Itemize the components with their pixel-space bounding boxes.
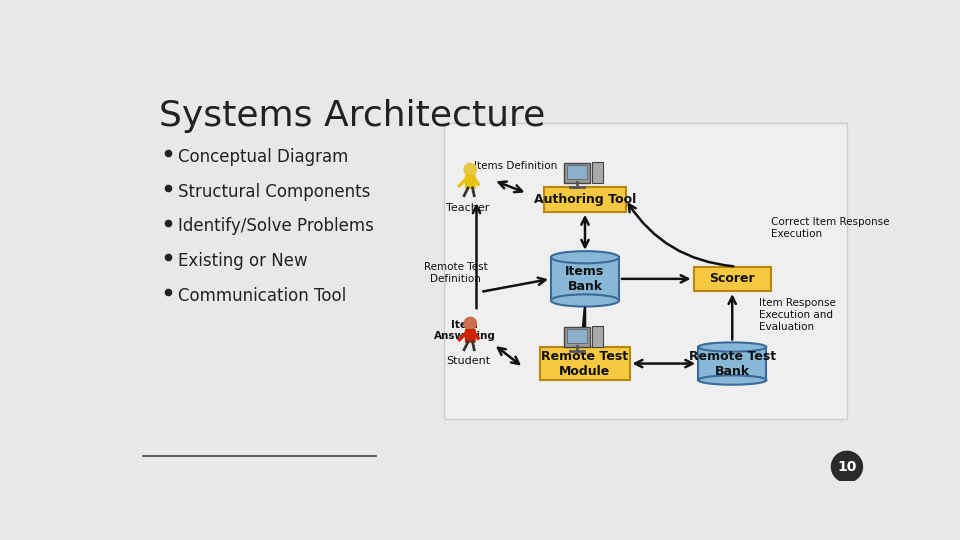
Bar [698, 347, 766, 380]
Text: Identify/Solve Problems: Identify/Solve Problems [179, 217, 374, 235]
Bar [592, 162, 603, 184]
Bar [592, 326, 603, 347]
Ellipse shape [551, 294, 619, 307]
Text: 10: 10 [837, 460, 856, 474]
Text: Conceptual Diagram: Conceptual Diagram [179, 148, 348, 166]
FancyBboxPatch shape [564, 163, 590, 183]
Text: Communication Tool: Communication Tool [179, 287, 347, 305]
FancyBboxPatch shape [465, 329, 476, 343]
Text: Teacher: Teacher [446, 204, 490, 213]
Bar [693, 267, 771, 291]
Bar [551, 257, 619, 300]
Text: Authoring Tool: Authoring Tool [534, 193, 636, 206]
FancyBboxPatch shape [564, 327, 590, 347]
Text: Systems Architecture: Systems Architecture [158, 99, 545, 133]
Text: Item
Answering: Item Answering [434, 320, 495, 341]
Ellipse shape [551, 251, 619, 264]
Text: Remote Test
Module: Remote Test Module [541, 349, 629, 377]
Ellipse shape [698, 375, 766, 384]
Text: Correct Item Response
Execution: Correct Item Response Execution [771, 217, 890, 239]
Text: Student: Student [445, 356, 490, 366]
Ellipse shape [698, 342, 766, 352]
Circle shape [831, 451, 862, 482]
Text: Existing or New: Existing or New [179, 252, 308, 270]
Text: Structural Components: Structural Components [179, 183, 371, 201]
Text: Remote Test
Bank: Remote Test Bank [688, 349, 776, 377]
Bar [567, 329, 588, 343]
Text: Items
Bank: Items Bank [565, 265, 605, 293]
Text: Items Definition: Items Definition [473, 161, 557, 171]
Circle shape [464, 164, 476, 176]
Circle shape [464, 318, 476, 330]
Bar [544, 187, 626, 212]
Bar [540, 347, 630, 380]
FancyBboxPatch shape [444, 123, 847, 419]
Text: Item Response
Execution and
Evaluation: Item Response Execution and Evaluation [759, 299, 836, 332]
Text: Scorer: Scorer [709, 272, 756, 285]
Text: Remote Test
Definition: Remote Test Definition [423, 262, 488, 284]
Bar [567, 165, 588, 179]
FancyBboxPatch shape [465, 175, 476, 189]
